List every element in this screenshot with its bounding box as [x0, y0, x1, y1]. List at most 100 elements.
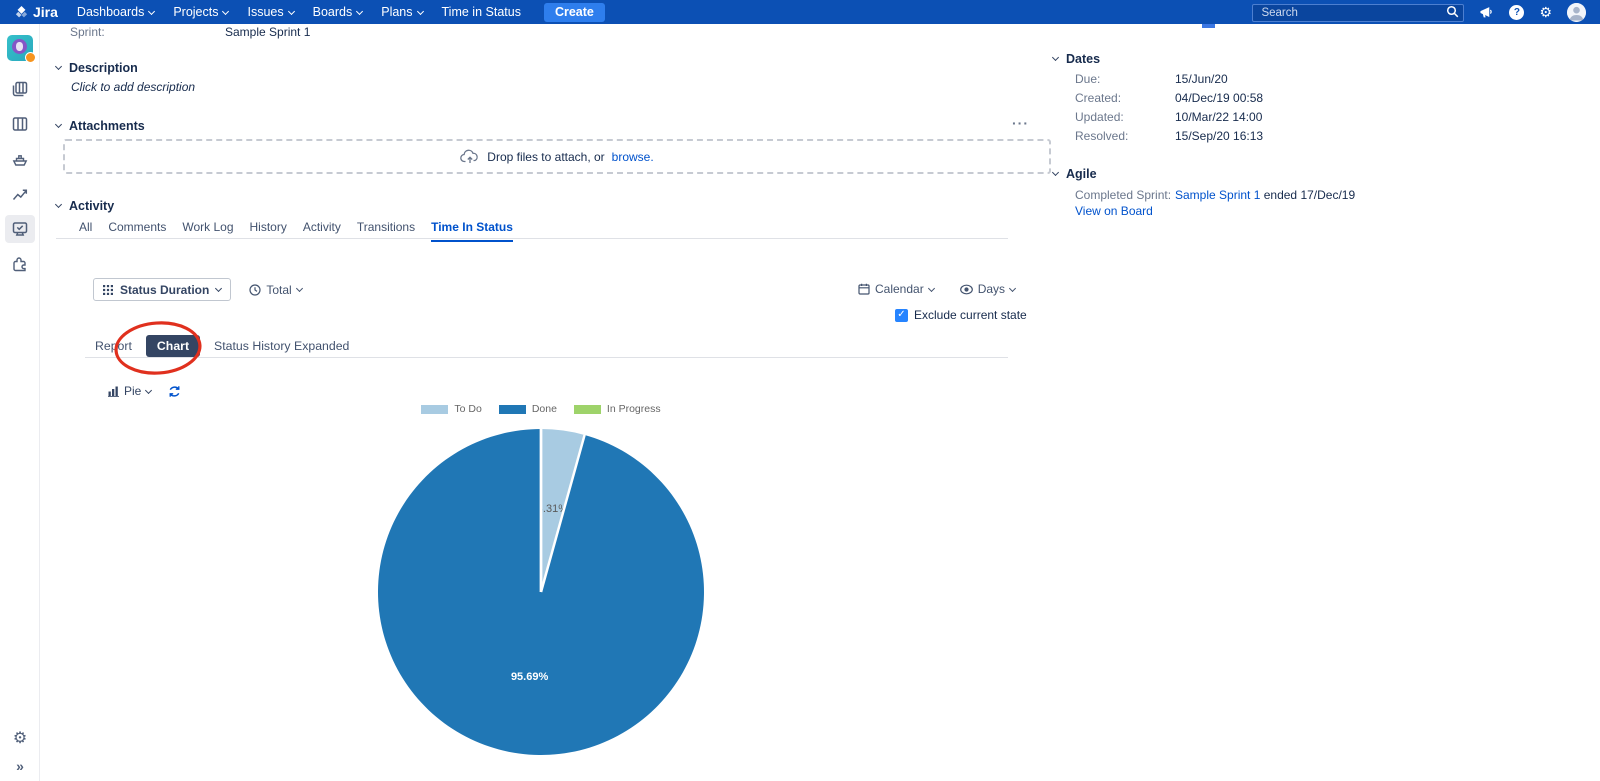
nav-plans[interactable]: Plans [381, 5, 424, 19]
nav-label: Issues [247, 5, 284, 19]
clock-icon [249, 283, 261, 296]
pie-slice-label: 4.31% [537, 503, 568, 515]
description-section-header[interactable]: Description [54, 61, 138, 75]
ship-icon [12, 155, 27, 166]
view-on-board-link[interactable]: View on Board [1075, 204, 1153, 218]
legend-label: To Do [454, 403, 482, 415]
dates-title: Dates [1066, 52, 1101, 66]
activity-tabs: All Comments Work Log History Activity T… [79, 220, 513, 242]
sidebar-item-backlog[interactable] [5, 75, 35, 103]
sprint-link[interactable]: Sample Sprint 1 [1175, 188, 1261, 202]
chart-type-dropdown[interactable]: Pie [108, 384, 153, 398]
calendar-dropdown-button[interactable]: Calendar [858, 282, 935, 296]
view-tab-chart[interactable]: Chart [145, 335, 201, 357]
search-icon[interactable] [1446, 5, 1459, 18]
sidebar-item-addons[interactable] [5, 250, 35, 278]
chevron-down-icon [927, 284, 935, 292]
pie-chart: 4.31% 95.69% [371, 420, 711, 771]
create-button[interactable]: Create [543, 2, 605, 22]
nav-label: Time in Status [441, 5, 521, 19]
resolved-label: Resolved: [1075, 129, 1129, 143]
chevron-down-icon [356, 7, 364, 15]
tab-transitions[interactable]: Transitions [356, 220, 416, 234]
sidebar-item-time-in-status[interactable] [4, 215, 35, 243]
legend-swatch [421, 404, 449, 414]
view-tab-status-history-expanded[interactable]: Status History Expanded [214, 339, 350, 353]
chevron-down-icon [287, 7, 295, 15]
search-box [1252, 3, 1465, 22]
chevron-down-icon[interactable] [54, 62, 63, 71]
legend-item-in-progress[interactable]: In Progress [573, 403, 661, 415]
chevron-down-icon[interactable] [1051, 53, 1060, 62]
project-sidebar: ⚙ » [0, 24, 40, 781]
sprint-field-value[interactable]: Sample Sprint 1 [225, 25, 311, 39]
tis-right-controls: Calendar Days [858, 282, 1017, 296]
agile-section-header[interactable]: Agile [1051, 167, 1097, 181]
refresh-icon[interactable] [168, 385, 181, 398]
sidebar-item-releases[interactable] [5, 145, 35, 173]
legend-item-to-do[interactable]: To Do [421, 403, 482, 415]
browse-link[interactable]: browse. [611, 149, 654, 164]
nav-time-in-status[interactable]: Time in Status [442, 5, 521, 19]
chevron-down-icon [1009, 284, 1017, 292]
sidebar-item-board[interactable] [5, 110, 35, 138]
nav-dashboards[interactable]: Dashboards [77, 5, 156, 19]
calendar-label: Calendar [875, 282, 924, 296]
tab-all[interactable]: All [79, 220, 93, 234]
calendar-icon [858, 283, 870, 295]
created-label: Created: [1075, 91, 1122, 105]
nav-issues[interactable]: Issues [247, 5, 295, 19]
activity-title: Activity [69, 199, 115, 213]
search-input[interactable] [1252, 4, 1465, 22]
nav-projects[interactable]: Projects [173, 5, 230, 19]
nav-boards[interactable]: Boards [312, 5, 364, 19]
tab-comments[interactable]: Comments [108, 220, 167, 234]
dates-section-header[interactable]: Dates [1051, 52, 1101, 66]
settings-gear-icon[interactable]: ⚙ [1539, 4, 1552, 20]
exclude-label: Exclude current state [914, 308, 1027, 322]
tab-activity[interactable]: Activity [302, 220, 341, 234]
legend-item-done[interactable]: Done [498, 403, 557, 415]
top-navbar: Jira Dashboards Projects Issues Boards P… [0, 0, 1600, 24]
updated-value: 10/Mar/22 14:00 [1175, 110, 1263, 124]
attachments-title: Attachments [69, 119, 145, 133]
pie-slice-gap [539, 434, 586, 593]
tab-work-log[interactable]: Work Log [182, 220, 234, 234]
attachment-dropzone[interactable]: Drop files to attach, or browse. [63, 139, 1051, 174]
chevron-down-icon[interactable] [54, 120, 63, 129]
help-icon[interactable]: ? [1509, 4, 1525, 20]
help-glyph: ? [1513, 6, 1520, 18]
attachments-section-header[interactable]: Attachments [54, 119, 145, 133]
jira-logo-icon [15, 5, 28, 17]
line-chart-icon [12, 189, 27, 200]
sidebar-item-reports[interactable] [5, 180, 35, 208]
nav-label: Boards [312, 5, 353, 19]
metric-dropdown-button[interactable]: Status Duration [93, 278, 232, 301]
activity-section-header[interactable]: Activity [54, 199, 115, 213]
tab-history[interactable]: History [249, 220, 287, 234]
chevron-down-icon [145, 386, 153, 394]
user-avatar[interactable] [1567, 2, 1586, 22]
project-avatar[interactable] [6, 35, 36, 63]
attachments-more-icon[interactable]: ··· [1012, 115, 1029, 131]
updated-label: Updated: [1075, 110, 1124, 124]
sidebar-settings-gear-icon[interactable]: ⚙ [12, 730, 28, 747]
aggregation-dropdown-button[interactable]: Total [249, 283, 303, 297]
jira-logo[interactable]: Jira [14, 4, 58, 20]
sidebar-expand-icon[interactable]: » [16, 758, 24, 774]
announcements-icon[interactable] [1479, 6, 1494, 19]
exclude-checkbox[interactable]: ✓ [895, 308, 908, 322]
agile-title: Agile [1066, 167, 1097, 181]
view-tab-report[interactable]: Report [95, 339, 132, 353]
chevron-down-icon[interactable] [54, 200, 63, 209]
tab-time-in-status[interactable]: Time In Status [431, 220, 513, 242]
grid-icon [103, 284, 113, 295]
scrolled-element-fragment [1202, 24, 1215, 28]
check-icon: ✓ [897, 309, 906, 320]
chevron-down-icon [222, 7, 230, 15]
unit-dropdown-button[interactable]: Days [959, 282, 1017, 296]
exclude-current-state-control[interactable]: ✓ Exclude current state [895, 308, 1027, 322]
chevron-down-icon[interactable] [1051, 168, 1060, 177]
description-placeholder[interactable]: Click to add description [71, 80, 196, 94]
